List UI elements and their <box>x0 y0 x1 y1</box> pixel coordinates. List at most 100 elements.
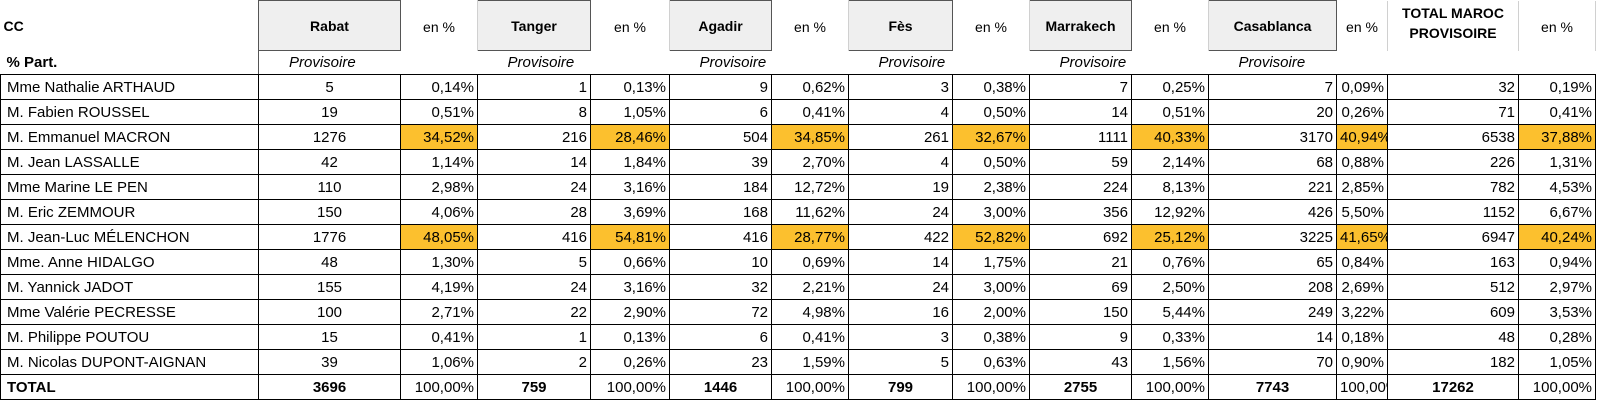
count-cell: 692 <box>1029 224 1132 250</box>
count-cell: 2 <box>477 349 591 375</box>
subheader-row: % Part. Provisoire Provisoire Provisoire Pro… <box>0 50 1596 75</box>
percent-cell: 2,14% <box>1131 149 1209 175</box>
count-cell: 71 <box>1387 99 1519 125</box>
candidate-row: M. Nicolas DUPONT-AIGNAN 39 1,06% 2 0,26% 23 1… <box>0 349 1596 375</box>
count-cell: 5 <box>848 349 953 375</box>
column-header: Agadir <box>669 0 772 51</box>
count-cell: 65 <box>1208 249 1337 275</box>
count-cell: 5 <box>258 74 401 100</box>
count-cell: 7 <box>1208 74 1337 100</box>
percent-cell: 100,00% <box>1336 374 1388 400</box>
count-cell: 249 <box>1208 299 1337 325</box>
candidate-name: M. Emmanuel MACRON <box>0 124 259 150</box>
count-cell: 14 <box>477 149 591 175</box>
percent-cell: 0,88% <box>1336 149 1388 175</box>
percent-cell: 40,94% <box>1336 124 1388 150</box>
column-header: en % <box>1518 0 1596 51</box>
count-cell: 3170 <box>1208 124 1337 150</box>
count-cell: 150 <box>258 199 401 225</box>
count-cell: 21 <box>1029 249 1132 275</box>
subheader-empty <box>1518 50 1596 75</box>
percent-cell: 0,26% <box>1336 99 1388 125</box>
percent-cell: 41,65% <box>1336 224 1388 250</box>
count-cell: 32 <box>669 274 772 300</box>
candidate-name: M. Jean-Luc MÉLENCHON <box>0 224 259 250</box>
count-cell: 9 <box>1029 324 1132 350</box>
subheader-label: % Part. <box>0 50 259 75</box>
column-header: Tanger <box>477 0 591 51</box>
percent-cell: 0,41% <box>1518 99 1596 125</box>
count-cell: 32 <box>1387 74 1519 100</box>
percent-cell: 0,09% <box>1336 74 1388 100</box>
count-cell: 1446 <box>669 374 772 400</box>
percent-cell: 0,84% <box>1336 249 1388 275</box>
percent-cell: 1,06% <box>400 349 478 375</box>
percent-cell: 0,51% <box>1131 99 1209 125</box>
percent-cell: 40,24% <box>1518 224 1596 250</box>
count-cell: 3 <box>848 74 953 100</box>
percent-cell: 0,66% <box>590 249 670 275</box>
count-cell: 226 <box>1387 149 1519 175</box>
count-cell: 224 <box>1029 174 1132 200</box>
candidate-row: Mme Nathalie ARTHAUD 5 0,14% 1 0,13% 9 0,62% 3 0… <box>0 74 1596 100</box>
percent-cell: 34,85% <box>771 124 849 150</box>
percent-cell: 1,59% <box>771 349 849 375</box>
subheader-cell: Provisoire <box>848 50 953 75</box>
count-cell: 168 <box>669 199 772 225</box>
count-cell: 39 <box>258 349 401 375</box>
percent-cell: 4,19% <box>400 274 478 300</box>
count-cell: 208 <box>1208 274 1337 300</box>
count-cell: 110 <box>258 174 401 200</box>
subheader-empty <box>1387 50 1519 75</box>
candidate-row: Mme. Anne HIDALGO 48 1,30% 5 0,66% 10 0,69% 14 1… <box>0 249 1596 275</box>
percent-cell: 40,33% <box>1131 124 1209 150</box>
candidate-name: Mme Marine LE PEN <box>0 174 259 200</box>
percent-cell: 2,00% <box>952 299 1030 325</box>
count-cell: 24 <box>477 174 591 200</box>
candidate-row: M. Emmanuel MACRON 1276 34,52% 216 28,46% 504… <box>0 124 1596 150</box>
percent-cell: 2,98% <box>400 174 478 200</box>
percent-cell: 0,13% <box>590 324 670 350</box>
percent-cell: 0,76% <box>1131 249 1209 275</box>
count-cell: 4 <box>848 149 953 175</box>
count-cell: 16 <box>848 299 953 325</box>
count-cell: 24 <box>848 199 953 225</box>
count-cell: 3 <box>848 324 953 350</box>
count-cell: 48 <box>258 249 401 275</box>
percent-cell: 48,05% <box>400 224 478 250</box>
percent-cell: 0,13% <box>590 74 670 100</box>
candidate-name: M. Nicolas DUPONT-AIGNAN <box>0 349 259 375</box>
percent-cell: 2,85% <box>1336 174 1388 200</box>
percent-cell: 54,81% <box>590 224 670 250</box>
percent-cell: 0,51% <box>400 99 478 125</box>
percent-cell: 0,19% <box>1518 74 1596 100</box>
count-cell: 24 <box>477 274 591 300</box>
count-cell: 261 <box>848 124 953 150</box>
percent-cell: 34,52% <box>400 124 478 150</box>
percent-cell: 100,00% <box>1518 374 1596 400</box>
count-cell: 100 <box>258 299 401 325</box>
percent-cell: 2,90% <box>590 299 670 325</box>
count-cell: 68 <box>1208 149 1337 175</box>
count-cell: 22 <box>477 299 591 325</box>
percent-cell: 100,00% <box>952 374 1030 400</box>
percent-cell: 1,14% <box>400 149 478 175</box>
count-cell: 1776 <box>258 224 401 250</box>
count-cell: 1152 <box>1387 199 1519 225</box>
count-cell: 759 <box>477 374 591 400</box>
percent-cell: 5,44% <box>1131 299 1209 325</box>
percent-cell: 28,77% <box>771 224 849 250</box>
percent-cell: 100,00% <box>590 374 670 400</box>
candidate-name: Mme Valérie PECRESSE <box>0 299 259 325</box>
percent-cell: 25,12% <box>1131 224 1209 250</box>
count-cell: 17262 <box>1387 374 1519 400</box>
count-cell: 416 <box>477 224 591 250</box>
candidate-name: Mme. Anne HIDALGO <box>0 249 259 275</box>
count-cell: 42 <box>258 149 401 175</box>
percent-cell: 52,82% <box>952 224 1030 250</box>
candidate-name: TOTAL <box>0 374 259 400</box>
count-cell: 15 <box>258 324 401 350</box>
column-header: en % <box>771 0 849 51</box>
count-cell: 39 <box>669 149 772 175</box>
